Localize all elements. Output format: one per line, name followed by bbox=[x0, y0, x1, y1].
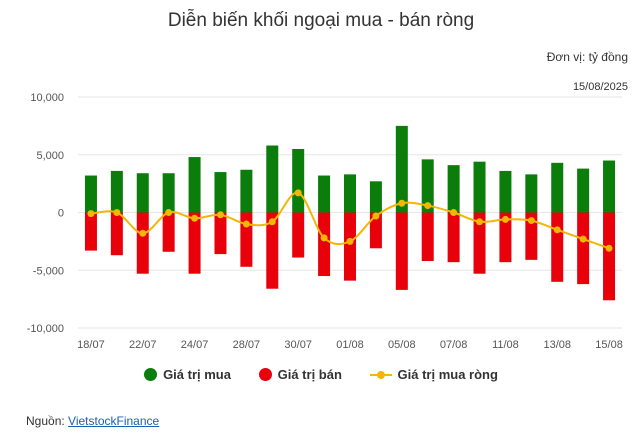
net-point bbox=[579, 235, 587, 243]
buy-bar bbox=[110, 170, 123, 213]
net-point bbox=[424, 202, 432, 210]
buy-bar bbox=[84, 175, 97, 213]
sell-bar bbox=[473, 212, 486, 274]
net-point bbox=[553, 226, 561, 234]
x-tick-label: 01/08 bbox=[336, 339, 364, 351]
net-point bbox=[450, 209, 458, 216]
sell-bar bbox=[551, 212, 564, 282]
x-tick-label: 28/07 bbox=[233, 339, 261, 351]
legend-net-label: Giá trị mua ròng bbox=[397, 367, 498, 382]
net-point bbox=[87, 210, 95, 218]
legend-item-net[interactable]: Giá trị mua ròng bbox=[369, 367, 498, 382]
net-point bbox=[372, 212, 380, 220]
legend-item-buy[interactable]: Giá trị mua bbox=[144, 367, 231, 382]
x-tick-label: 05/08 bbox=[388, 339, 416, 351]
date-label: 15/08/2025 bbox=[572, 81, 628, 93]
sell-bar bbox=[577, 212, 590, 285]
buy-bar bbox=[266, 145, 279, 213]
sell-bar bbox=[395, 212, 408, 290]
sell-bar bbox=[369, 212, 382, 249]
buy-bar bbox=[318, 175, 331, 213]
buy-bar bbox=[395, 125, 408, 213]
buy-bar bbox=[603, 160, 616, 213]
sell-bar bbox=[344, 212, 356, 281]
buy-bar bbox=[551, 162, 564, 213]
sell-bar bbox=[318, 212, 331, 277]
net-point bbox=[216, 211, 224, 219]
buy-bar bbox=[447, 165, 460, 213]
x-tick-label: 22/07 bbox=[129, 339, 157, 351]
chart-title: Diễn biến khối ngoại mua - bán ròng bbox=[167, 10, 475, 31]
buy-bar bbox=[188, 157, 201, 213]
net-point bbox=[139, 229, 147, 237]
buy-bar bbox=[162, 173, 175, 213]
sell-bar bbox=[214, 212, 227, 255]
net-point bbox=[476, 218, 484, 226]
source-note: Nguồn: VietstockFinance bbox=[26, 414, 159, 428]
x-tick-label: 13/08 bbox=[543, 339, 571, 351]
chart-legend: Giá trị mua Giá trị bán Giá trị mua ròng bbox=[0, 367, 642, 384]
source-link[interactable]: VietstockFinance bbox=[68, 414, 160, 428]
y-tick-label: -10,000 bbox=[27, 323, 64, 335]
buy-bar bbox=[577, 168, 590, 213]
legend-buy-label: Giá trị mua bbox=[163, 367, 231, 382]
net-point bbox=[346, 237, 354, 245]
x-tick-label: 11/08 bbox=[492, 339, 519, 351]
buy-bar bbox=[421, 159, 434, 213]
sell-bar bbox=[603, 212, 616, 301]
buy-bar bbox=[136, 173, 149, 213]
net-point bbox=[242, 220, 250, 228]
sell-bar bbox=[525, 212, 538, 260]
buy-bar bbox=[214, 172, 227, 213]
x-tick-label: 07/08 bbox=[440, 339, 468, 351]
net-point bbox=[398, 199, 406, 207]
y-tick-label: 5,000 bbox=[36, 150, 64, 162]
sell-bar bbox=[447, 212, 460, 263]
sell-bar bbox=[266, 212, 279, 289]
buy-bar bbox=[344, 174, 356, 213]
sell-bar bbox=[499, 212, 512, 263]
net-point bbox=[113, 209, 121, 216]
legend-net-marker bbox=[369, 368, 392, 381]
sell-bar bbox=[240, 212, 253, 267]
legend-sell-marker bbox=[258, 368, 272, 381]
y-tick-label: 10,000 bbox=[30, 92, 64, 104]
buy-bar bbox=[240, 169, 253, 213]
source-prefix: Nguồn: bbox=[26, 414, 65, 428]
x-tick-label: 24/07 bbox=[181, 339, 209, 351]
buy-bar bbox=[369, 181, 382, 213]
net-point bbox=[294, 189, 302, 197]
y-tick-label: 0 bbox=[58, 208, 64, 220]
sell-bar bbox=[162, 212, 175, 252]
sell-bar bbox=[136, 212, 149, 274]
net-point bbox=[165, 209, 173, 216]
legend-item-sell[interactable]: Giá trị bán bbox=[258, 367, 342, 382]
sell-bar bbox=[292, 212, 305, 258]
legend-buy-marker bbox=[144, 368, 158, 381]
chart-plot: 10,000 5,000 0 -5,000 -10,000 18/07 22/07 24/07… bbox=[27, 92, 623, 351]
net-point bbox=[191, 214, 199, 222]
x-tick-label: 15/08 bbox=[595, 339, 623, 351]
legend-sell-label: Giá trị bán bbox=[277, 367, 342, 382]
buy-bar bbox=[473, 161, 486, 213]
sell-bar bbox=[110, 212, 123, 256]
net-point bbox=[501, 215, 509, 223]
net-point bbox=[320, 234, 328, 242]
buy-bar bbox=[525, 174, 538, 213]
x-tick-label: 30/07 bbox=[284, 339, 312, 351]
unit-label: Đơn vị: tỷ đồng bbox=[546, 50, 628, 64]
sell-bar bbox=[84, 212, 97, 251]
sell-bar bbox=[188, 212, 201, 274]
net-point bbox=[527, 217, 535, 225]
x-tick-label: 18/07 bbox=[77, 339, 105, 351]
y-tick-label: -5,000 bbox=[33, 265, 64, 277]
net-point bbox=[605, 244, 613, 252]
buy-bar bbox=[292, 148, 305, 213]
net-point bbox=[268, 218, 276, 226]
buy-bar bbox=[499, 170, 512, 213]
sell-bar bbox=[421, 212, 434, 262]
